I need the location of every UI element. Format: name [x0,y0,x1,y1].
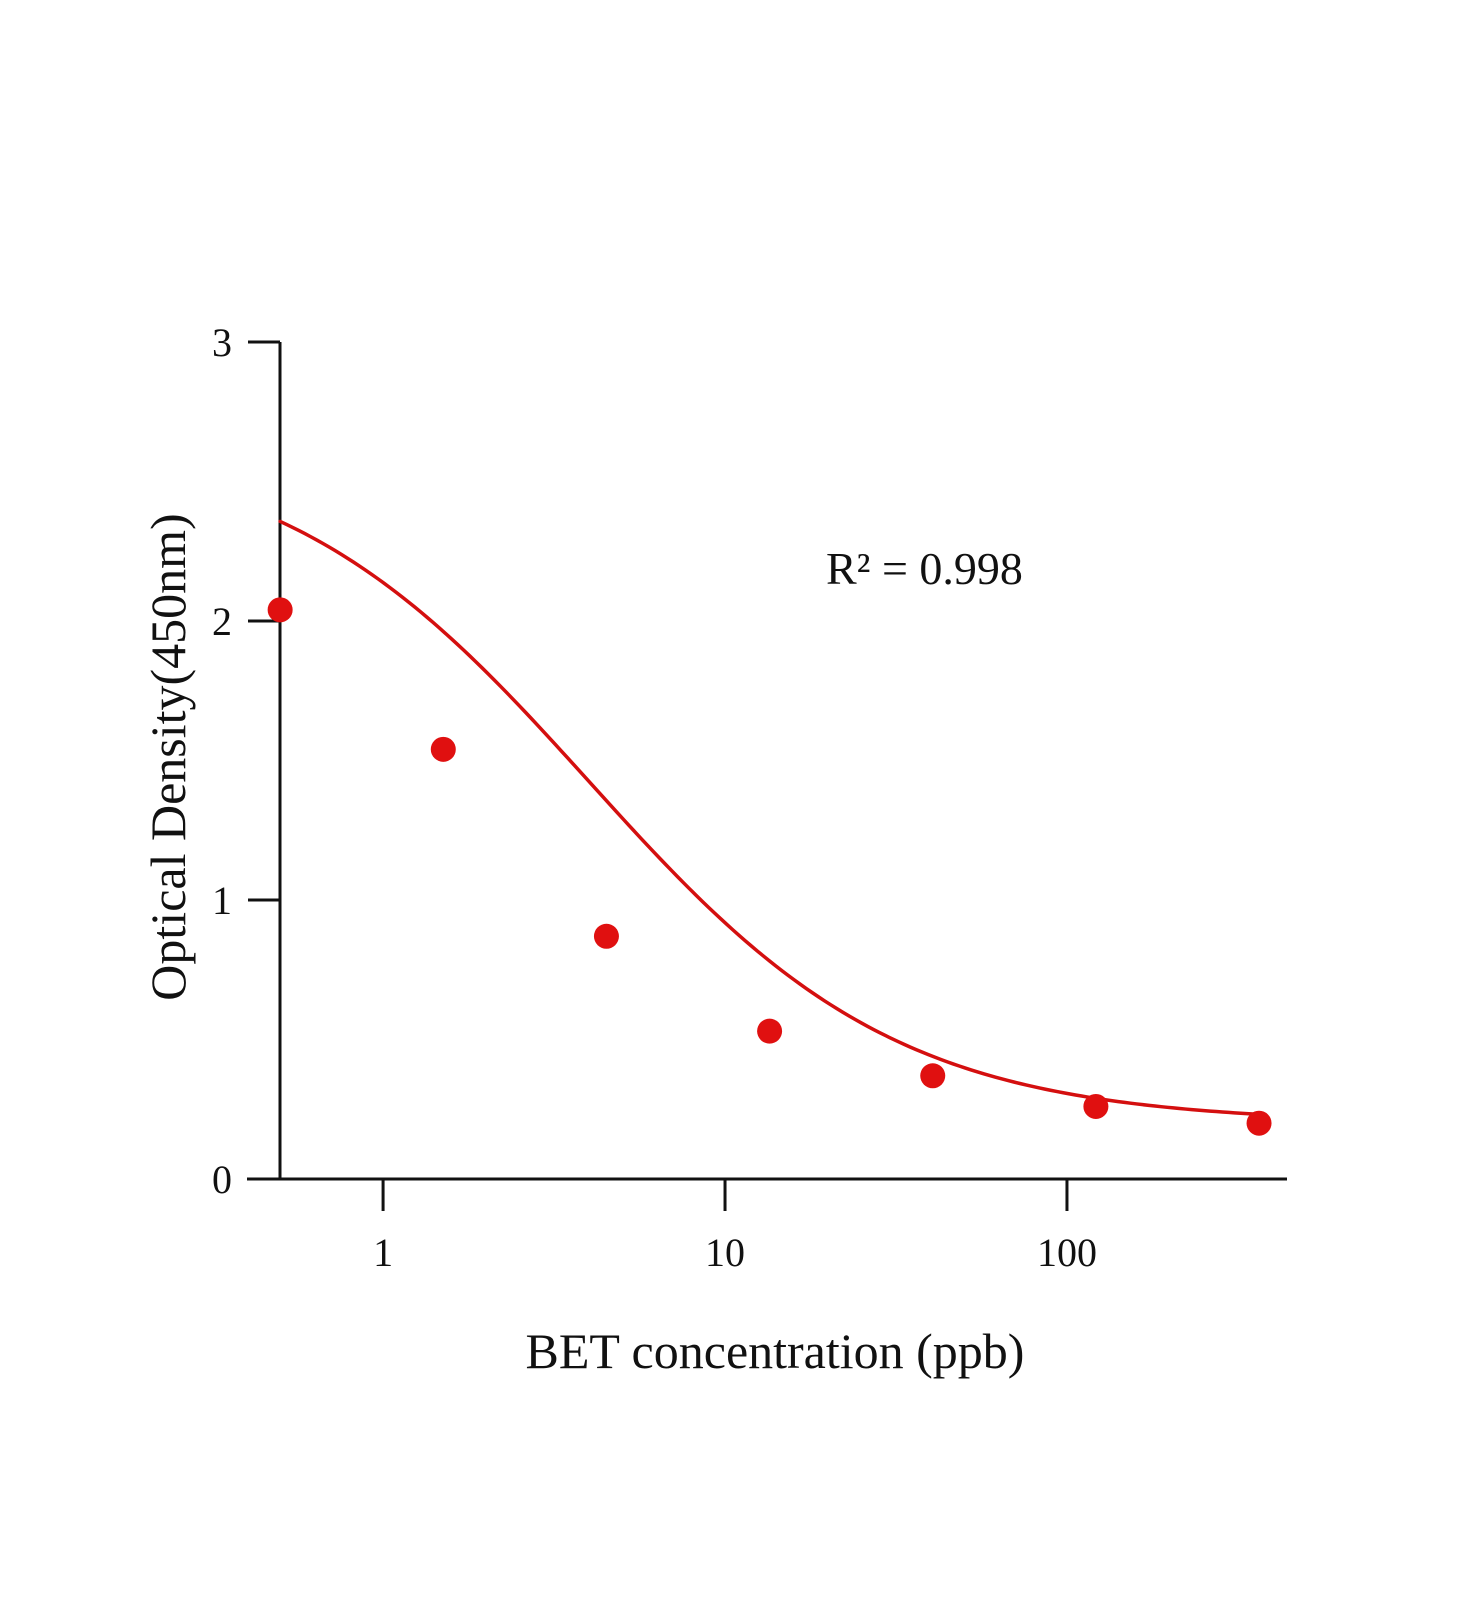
y-tick-label: 3 [212,320,232,365]
x-tick-label: 10 [705,1230,745,1275]
data-point [920,1063,946,1089]
y-tick-label: 0 [212,1157,232,1202]
data-point [1083,1093,1109,1119]
data-point [267,597,293,623]
y-tick-label: 1 [212,878,232,923]
data-point [593,923,619,949]
data-points [267,597,1272,1136]
r-squared-annotation: R² = 0.998 [826,543,1023,594]
x-tick-label: 100 [1037,1230,1097,1275]
data-point [430,736,456,762]
x-tick-label: 1 [373,1230,393,1275]
axes: 0 1 2 3 1 10 100 [212,320,1287,1275]
y-tick-label: 2 [212,599,232,644]
data-point [757,1018,783,1044]
y-axis-title: Optical Density(450nm) [140,513,196,1000]
x-axis-title: BET concentration (ppb) [526,1323,1025,1379]
data-point [1246,1110,1272,1136]
